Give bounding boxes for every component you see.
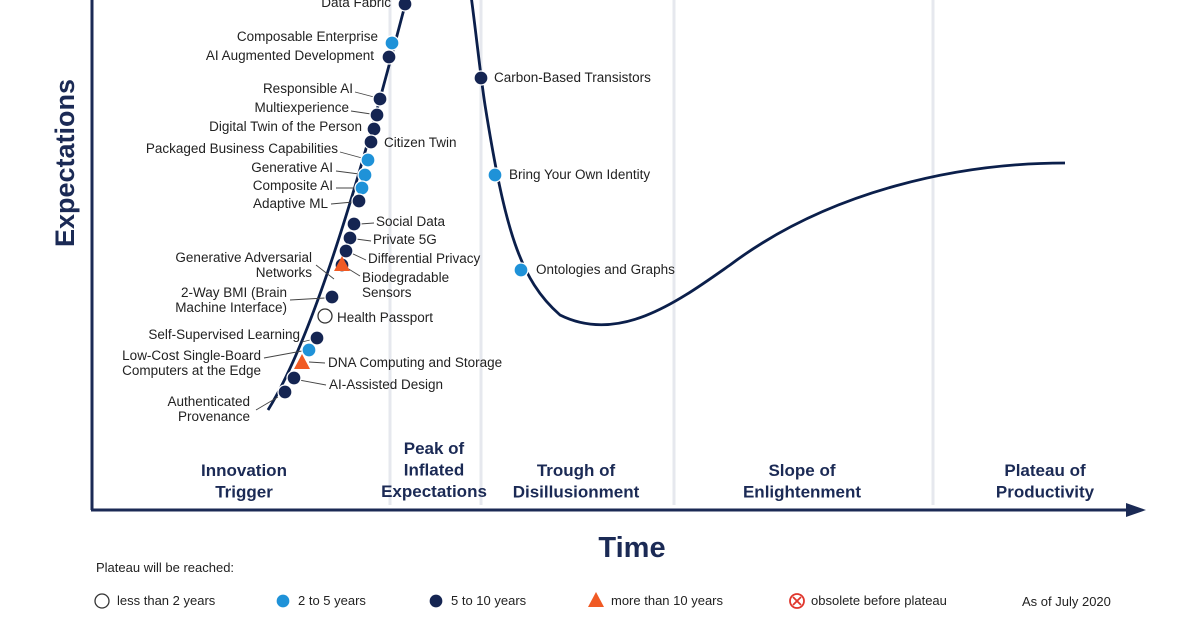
marker-packaged-business-capabilities	[360, 152, 376, 168]
label-ai-assisted-design: AI-Assisted Design	[329, 377, 443, 392]
leader-line-low-cost-single-board-computers-at-the-edge	[263, 350, 303, 359]
leader-line-generative-adversarial-networks	[315, 264, 335, 280]
marker-low-cost-single-board-computers-at-the-edge	[301, 342, 317, 358]
marker-social-data	[346, 216, 362, 232]
label-self-supervised-learning: Self-Supervised Learning	[148, 327, 300, 342]
legend-marker-2-to-5-years	[275, 593, 291, 609]
marker-carbon-based-transistors	[473, 70, 489, 86]
marker-adaptive-ml	[351, 193, 367, 209]
label-generative-adversarial-networks: Generative Adversarial Networks	[175, 250, 312, 280]
label-packaged-business-capabilities: Packaged Business Capabilities	[146, 141, 338, 156]
legend: Plateau will be reached: less than 2 yea…	[94, 560, 1111, 609]
phase-label-trough-of-disillusionment: Trough of Disillusionment	[513, 461, 640, 502]
label-composite-ai: Composite AI	[253, 178, 333, 193]
label-multiexperience: Multiexperience	[254, 100, 349, 115]
marker-responsible-ai	[372, 91, 388, 107]
leader-line-generative-ai	[335, 170, 360, 175]
phase-labels: Peak of Inflated Expectations Innovation Tri…	[201, 439, 1095, 502]
marker-composable-enterprise	[384, 35, 400, 51]
marker-data-fabric	[397, 0, 413, 12]
marker-biodegradable-sensors	[334, 256, 350, 271]
y-axis-title: Expectations	[50, 79, 80, 247]
leader-line-self-supervised-learning	[301, 339, 311, 343]
marker-citizen-twin	[363, 134, 379, 150]
leader-line-adaptive-ml	[330, 201, 354, 205]
label-citizen-twin: Citizen Twin	[384, 135, 457, 150]
marker-ontologies-and-graphs	[513, 262, 529, 278]
legend-marker-5-to-10-years	[428, 593, 444, 609]
marker-self-supervised-learning	[309, 330, 325, 346]
label-data-fabric: Data Fabric	[321, 0, 391, 10]
legend-marker-more-than-10-years	[588, 592, 604, 607]
marker-2-way-bmi-brain-machine-interface	[324, 289, 340, 305]
label-ontologies-and-graphs: Ontologies and Graphs	[536, 262, 675, 277]
phase-label-peak-of-inflated-expectations: Peak of Inflated Expectations	[381, 439, 487, 501]
label-health-passport: Health Passport	[337, 310, 433, 325]
marker-composite-ai	[354, 180, 370, 196]
label-biodegradable-sensors: Biodegradable Sensors	[362, 270, 449, 300]
x-axis-arrow-icon	[1126, 503, 1146, 517]
legend-label-less-than-2-years: less than 2 years	[117, 593, 216, 608]
leader-line-responsible-ai	[354, 91, 375, 98]
technology-markers	[277, 0, 529, 400]
label-authenticated-provenance: Authenticated Provenance	[167, 394, 250, 424]
axes	[90, 0, 1146, 517]
marker-health-passport	[317, 308, 333, 324]
x-axis-title: Time	[598, 532, 665, 564]
label-carbon-based-transistors: Carbon-Based Transistors	[494, 70, 651, 85]
marker-multiexperience	[369, 107, 385, 123]
legend-label-obsolete-before-plateau: obsolete before plateau	[811, 593, 947, 608]
leader-lines	[255, 91, 375, 411]
legend-label-2-to-5-years: 2 to 5 years	[298, 593, 366, 608]
label-adaptive-ml: Adaptive ML	[253, 196, 329, 211]
marker-bring-your-own-identity	[487, 167, 503, 183]
leader-line-ai-assisted-design	[298, 379, 327, 386]
legend-label-5-to-10-years: 5 to 10 years	[451, 593, 527, 608]
marker-dna-computing-and-storage	[294, 354, 310, 369]
leader-line-2-way-bmi-brain-machine-interface	[289, 297, 326, 301]
leader-line-packaged-business-capabilities	[339, 151, 363, 159]
technology-labels: Data Fabric Composable Enterprise AI Augme…	[122, 0, 675, 424]
hype-curve	[266, 0, 1066, 411]
leader-line-differential-privacy	[350, 252, 367, 261]
label-social-data: Social Data	[376, 214, 446, 229]
label-private-5g: Private 5G	[373, 232, 437, 247]
legend-marker-obsolete-before-plateau	[789, 593, 805, 609]
leader-line-private-5g	[355, 238, 372, 242]
phase-label-slope-of-enlightenment: Slope of Enlightenment	[743, 461, 861, 502]
as-of-date: As of July 2020	[1022, 594, 1111, 609]
legend-items: less than 2 years 2 to 5 years 5 to 10 yea…	[94, 592, 947, 609]
marker-authenticated-provenance	[277, 384, 293, 400]
legend-label-more-than-10-years: more than 10 years	[611, 593, 724, 608]
phase-label-plateau-of-productivity: Plateau of Productivity	[996, 461, 1095, 502]
marker-ai-assisted-design	[286, 370, 302, 386]
marker-digital-twin-of-the-person	[366, 121, 382, 137]
label-responsible-ai: Responsible AI	[263, 81, 353, 96]
label-ai-augmented-development: AI Augmented Development	[206, 48, 374, 63]
legend-marker-less-than-2-years	[94, 593, 110, 609]
label-generative-ai: Generative AI	[251, 160, 333, 175]
marker-private-5g	[342, 230, 358, 246]
label-composable-enterprise: Composable Enterprise	[237, 29, 378, 44]
leader-line-multiexperience	[350, 110, 372, 115]
leader-line-biodegradable-sensors	[346, 267, 361, 277]
leader-line-social-data	[359, 222, 375, 225]
marker-generative-ai	[357, 167, 373, 183]
label-dna-computing-and-storage: DNA Computing and Storage	[328, 355, 502, 370]
label-differential-privacy: Differential Privacy	[368, 251, 481, 266]
marker-differential-privacy	[338, 243, 354, 259]
leader-line-authenticated-provenance	[255, 396, 279, 411]
legend-title: Plateau will be reached:	[96, 560, 234, 575]
label-bring-your-own-identity: Bring Your Own Identity	[509, 167, 650, 182]
marker-ai-augmented-development	[381, 49, 397, 65]
phase-label-innovation-trigger: Innovation Trigger	[201, 461, 287, 502]
leader-line-dna-computing-and-storage	[308, 361, 326, 364]
label-low-cost-single-board-computers-at-the-edge: Low-Cost Single-Board Computers at the Ed…	[122, 348, 261, 378]
label-digital-twin-of-the-person: Digital Twin of the Person	[209, 119, 362, 134]
label-2-way-bmi-brain-machine-interface: 2-Way BMI (Brain Machine Interface)	[175, 285, 287, 315]
